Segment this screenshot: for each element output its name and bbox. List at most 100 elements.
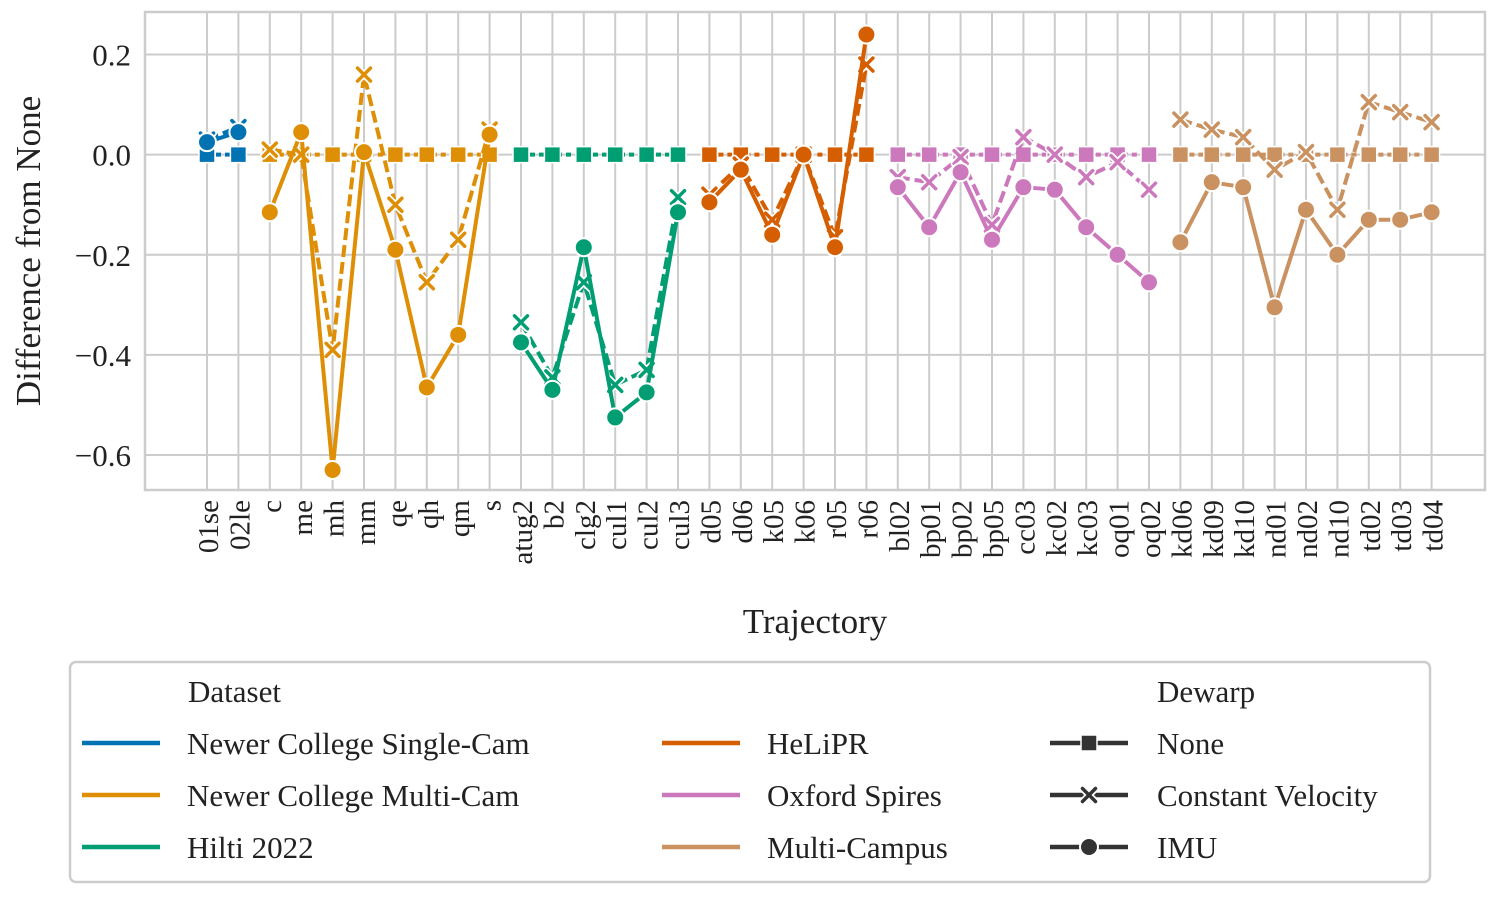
square-marker bbox=[763, 145, 781, 164]
x-tick-label: cc03 bbox=[1009, 500, 1041, 555]
y-tick-label: 0.2 bbox=[92, 38, 131, 73]
x-marker bbox=[1109, 153, 1126, 171]
data-point-constant-velocity bbox=[1264, 159, 1285, 180]
square-marker bbox=[543, 145, 562, 164]
data-point-none bbox=[386, 145, 405, 164]
circle-marker bbox=[1390, 209, 1411, 230]
square-marker bbox=[229, 145, 248, 164]
circle-marker bbox=[982, 229, 1002, 250]
x-tick-label: mm bbox=[350, 500, 382, 546]
x-tick-label: clg2 bbox=[570, 500, 602, 550]
data-point-imu bbox=[197, 132, 217, 153]
x-tick-label: qh bbox=[413, 500, 445, 530]
circle-marker bbox=[636, 382, 657, 403]
circle-marker bbox=[1079, 837, 1099, 857]
series-newer-college-single-cam bbox=[197, 117, 249, 164]
data-point-none bbox=[669, 145, 687, 164]
data-point-constant-velocity bbox=[1170, 109, 1191, 130]
x-tick-label: kd10 bbox=[1229, 500, 1261, 558]
y-axis-label: Difference from None bbox=[9, 96, 48, 406]
circle-marker bbox=[385, 239, 406, 260]
x-tick-label: oq01 bbox=[1104, 500, 1136, 558]
legend-label-dewarp: IMU bbox=[1157, 830, 1217, 865]
circle-marker bbox=[1044, 179, 1065, 200]
circle-marker bbox=[699, 192, 720, 213]
data-point-none bbox=[229, 145, 248, 164]
square-marker bbox=[606, 145, 624, 164]
square-marker bbox=[1328, 145, 1347, 164]
data-point-imu bbox=[322, 459, 343, 480]
data-point-constant-velocity bbox=[1107, 152, 1128, 173]
data-point-imu bbox=[1044, 179, 1065, 200]
data-point-imu bbox=[573, 237, 594, 258]
x-tick-label: cul3 bbox=[664, 500, 696, 550]
data-point-none bbox=[1328, 145, 1347, 164]
x-marker bbox=[920, 173, 938, 191]
legend-title-dewarp: Dewarp bbox=[1157, 674, 1255, 709]
legend: Dataset Dewarp Newer College Single-Cam New… bbox=[68, 660, 1432, 884]
square-marker bbox=[637, 145, 656, 164]
data-point-none bbox=[606, 145, 624, 164]
data-point-imu bbox=[1264, 297, 1285, 318]
series-helipr bbox=[699, 24, 877, 258]
x-marker bbox=[261, 141, 279, 158]
circle-marker bbox=[919, 217, 940, 238]
square-marker bbox=[418, 145, 436, 164]
data-point-imu bbox=[511, 332, 531, 353]
data-point-imu bbox=[1358, 209, 1379, 230]
data-point-constant-velocity bbox=[511, 312, 531, 333]
data-point-constant-velocity bbox=[322, 339, 343, 360]
data-point-imu bbox=[354, 142, 374, 163]
circle-marker bbox=[511, 332, 531, 353]
data-point-imu bbox=[825, 237, 845, 258]
data-point-imu bbox=[542, 379, 563, 400]
x-marker bbox=[1297, 143, 1315, 161]
x-tick-label: cul2 bbox=[633, 500, 665, 550]
circle-marker bbox=[1327, 244, 1348, 265]
legend-label-dataset: Oxford Spires bbox=[767, 778, 942, 813]
circle-marker bbox=[291, 122, 312, 143]
x-marker bbox=[1077, 168, 1095, 186]
data-point-none bbox=[1140, 145, 1158, 164]
circle-marker bbox=[605, 407, 626, 428]
x-marker bbox=[1423, 113, 1440, 131]
data-point-imu bbox=[982, 229, 1002, 250]
x-marker bbox=[669, 188, 687, 206]
x-tick-label: me bbox=[287, 500, 319, 535]
legend-label-dataset: Newer College Single-Cam bbox=[187, 726, 530, 761]
data-point-none bbox=[1391, 145, 1409, 164]
x-tick-label: bp05 bbox=[978, 500, 1010, 558]
x-tick-label: oq02 bbox=[1135, 500, 1167, 558]
data-point-constant-velocity bbox=[1044, 144, 1065, 165]
data-point-none bbox=[983, 145, 1001, 164]
data-point-none bbox=[575, 145, 593, 164]
data-point-imu bbox=[1296, 199, 1316, 220]
legend-marker bbox=[1079, 837, 1099, 857]
data-point-imu bbox=[1076, 217, 1097, 238]
y-tick-label: −0.6 bbox=[75, 438, 131, 473]
x-tick-label: d05 bbox=[695, 500, 727, 544]
series-oxford-spires bbox=[887, 127, 1159, 293]
data-point-none bbox=[920, 145, 938, 164]
x-tick-label: k06 bbox=[790, 500, 822, 544]
x-tick-label: b2 bbox=[538, 500, 570, 529]
data-point-none bbox=[1422, 145, 1441, 164]
data-point-imu bbox=[887, 177, 908, 198]
data-point-imu bbox=[1107, 244, 1128, 265]
x-tick-label: bp02 bbox=[947, 500, 979, 558]
data-point-imu bbox=[228, 122, 249, 143]
data-point-imu bbox=[1201, 172, 1222, 193]
x-marker bbox=[1391, 103, 1409, 121]
data-point-imu bbox=[605, 407, 626, 428]
data-point-imu bbox=[950, 162, 971, 183]
data-point-none bbox=[1360, 145, 1378, 164]
data-point-constant-velocity bbox=[1358, 92, 1379, 113]
square-marker bbox=[889, 145, 907, 164]
square-marker bbox=[1265, 145, 1284, 164]
data-point-none bbox=[1203, 145, 1221, 164]
circle-marker bbox=[825, 237, 845, 258]
data-point-constant-velocity bbox=[950, 147, 971, 168]
circle-marker bbox=[887, 177, 908, 198]
circle-marker bbox=[479, 124, 500, 145]
circle-marker bbox=[1013, 177, 1034, 198]
